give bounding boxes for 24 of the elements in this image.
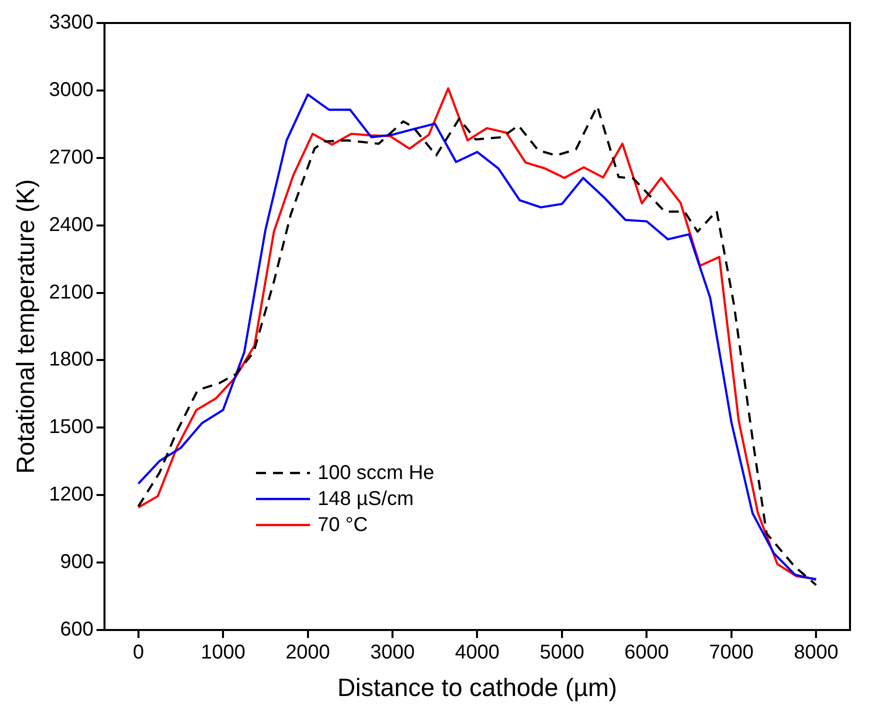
x-tick-label: 1000: [200, 642, 246, 664]
y-axis-title: Rotational temperature (K): [12, 179, 40, 474]
x-axis-title: Distance to cathode (µm): [337, 674, 618, 702]
x-tick-label: 6000: [624, 642, 669, 664]
x-tick-label: 2000: [286, 642, 330, 664]
x-tick-label: 4000: [454, 642, 500, 664]
y-tick-label: 2100: [48, 281, 94, 304]
x-tick-label: 3000: [370, 642, 415, 664]
x-tick-label: 7000: [709, 642, 754, 664]
y-tick-label: 900: [60, 551, 94, 574]
y-tick-label: 1200: [48, 484, 94, 506]
y-tick-label: 3300: [48, 12, 94, 34]
x-tick-label: 0: [132, 642, 144, 664]
x-tick-label: 8000: [794, 642, 838, 664]
y-tick-label: 1500: [48, 416, 94, 438]
y-tick-label: 600: [60, 618, 94, 641]
y-tick-label: 2400: [48, 214, 94, 236]
y-tick-label: 3000: [48, 78, 94, 101]
legend-label: 100 sccm He: [318, 462, 434, 485]
legend-label: 70 °C: [318, 514, 368, 537]
y-tick-label: 1800: [48, 348, 94, 371]
x-tick-label: 5000: [540, 642, 584, 664]
y-tick-label: 2700: [48, 146, 94, 168]
legend-label: 148 µS/cm: [318, 488, 414, 511]
